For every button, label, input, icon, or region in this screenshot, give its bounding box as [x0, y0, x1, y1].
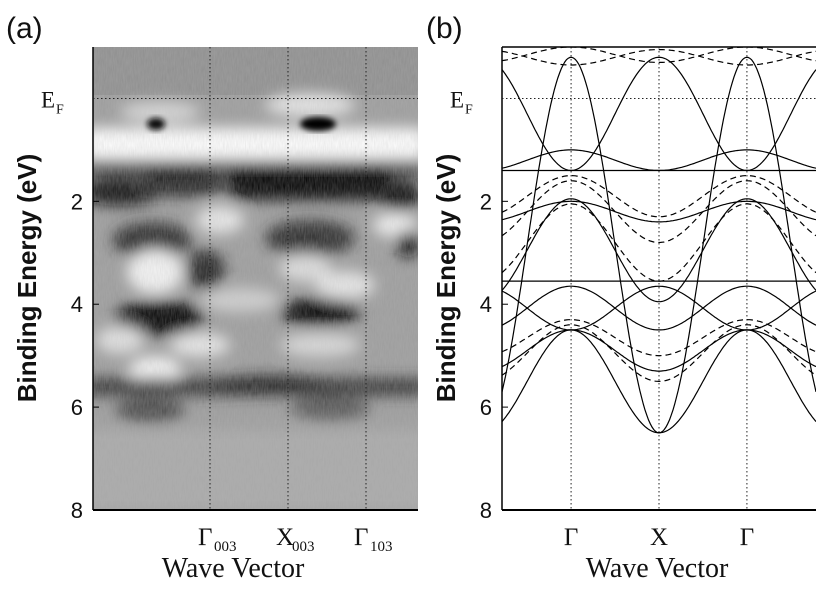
band-line — [502, 47, 816, 64]
panel-b-axes: 2 4 6 8 E F Γ X Γ — [450, 46, 816, 551]
y-tick-label: 8 — [480, 498, 492, 523]
k-point-subscript: 103 — [370, 539, 393, 555]
y-tick-label: 4 — [71, 292, 83, 317]
panel-a-ylabel: Binding Energy (eV) — [12, 154, 42, 402]
band-line — [502, 56, 816, 171]
fermi-level-label: E — [41, 87, 55, 112]
band-line — [502, 285, 816, 331]
k-point-label: Γ — [740, 524, 754, 551]
k-point-label: Γ — [564, 524, 578, 551]
band-line — [502, 203, 816, 282]
arpes-intensity-map — [93, 47, 418, 510]
panel-a-xlabel: Wave Vector — [162, 553, 305, 584]
band-line — [502, 329, 816, 372]
panel-b-xlabel: Wave Vector — [586, 553, 729, 584]
y-tick-label: 6 — [71, 395, 83, 420]
fermi-level-subscript: F — [56, 102, 64, 117]
band-line — [502, 198, 816, 303]
y-tick-label: 6 — [480, 395, 492, 420]
band-structure — [502, 47, 816, 434]
band-line — [502, 48, 816, 66]
y-tick-label: 8 — [71, 498, 83, 523]
band-line — [502, 285, 816, 331]
band-line — [502, 324, 816, 383]
band-line — [502, 329, 816, 434]
y-tick-label: 4 — [480, 292, 492, 317]
panel-b-ylabel: Binding Energy (eV) — [431, 154, 461, 402]
panel-b-label: (b) — [426, 12, 463, 45]
k-point-subscript: 003 — [292, 539, 315, 555]
heatmap-noise — [93, 47, 418, 510]
y-tick-label: 2 — [480, 189, 492, 214]
k-point-label: X — [276, 524, 294, 551]
k-point-subscript: 003 — [214, 539, 237, 555]
panel-a-label: (a) — [6, 12, 43, 45]
y-tick-label: 2 — [71, 189, 83, 214]
band-line — [502, 200, 816, 223]
k-point-label: Γ — [354, 524, 368, 551]
fermi-level-label: E — [450, 87, 464, 112]
band-line — [502, 175, 816, 218]
band-line — [502, 180, 816, 244]
fermi-level-subscript: F — [465, 102, 473, 117]
k-point-label: Γ — [198, 524, 212, 551]
band-line — [502, 319, 816, 357]
k-point-label: X — [650, 524, 668, 551]
